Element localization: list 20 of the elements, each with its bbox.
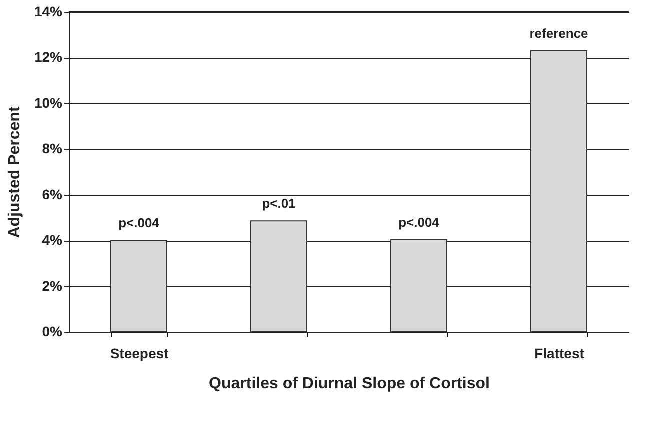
- x-axis-title: Quartiles of Diurnal Slope of Cortisol: [209, 376, 490, 392]
- x-tick-label: Flattest: [534, 346, 585, 362]
- data-label: p<.004: [118, 216, 160, 231]
- bar: [530, 50, 588, 332]
- data-label: p<.01: [262, 196, 296, 212]
- bar: [390, 239, 448, 332]
- y-tick-label: 2%: [42, 278, 64, 294]
- y-axis-title: Adjusted Percent: [6, 106, 24, 238]
- x-tick-label: Steepest: [110, 346, 170, 362]
- y-tick-label: 0%: [42, 324, 64, 340]
- y-tick-label: 4%: [42, 232, 64, 248]
- y-tick-label: 6%: [42, 186, 64, 202]
- y-tick-label: 8%: [42, 140, 64, 157]
- data-label: reference: [530, 26, 588, 41]
- y-tick-label: 14%: [34, 4, 64, 20]
- data-label: p<.004: [398, 214, 440, 230]
- y-tick-label: 10%: [34, 94, 64, 111]
- bar: [250, 220, 308, 332]
- bar: [110, 240, 168, 332]
- y-tick-label: 12%: [34, 49, 64, 66]
